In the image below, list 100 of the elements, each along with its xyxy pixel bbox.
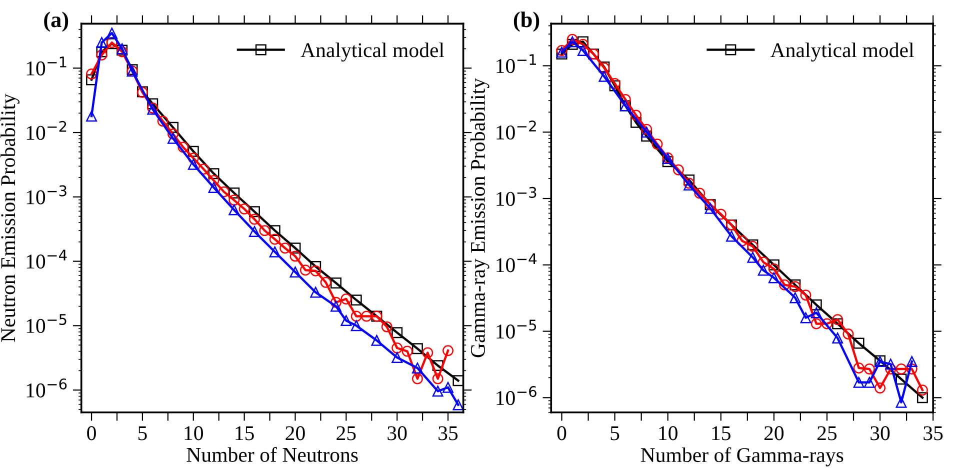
x-tick-label: 15: [236, 426, 254, 440]
y-tick-label: 10$^{−2}$: [26, 120, 66, 140]
point: [864, 364, 875, 375]
point: [916, 392, 928, 404]
point: [779, 279, 790, 290]
point: [218, 186, 230, 198]
x-tick-label: 5: [138, 426, 147, 440]
point: [157, 116, 168, 127]
point: [269, 225, 280, 236]
y-tick-label: 10$^{−6}$: [496, 386, 536, 406]
point: [747, 252, 758, 263]
point: [228, 194, 240, 206]
point: [330, 300, 342, 312]
point: [340, 315, 352, 326]
point: [630, 110, 642, 121]
x-tick-label: 25: [336, 426, 356, 440]
point: [566, 34, 578, 45]
point: [758, 256, 769, 268]
point: [422, 347, 434, 358]
point: [168, 122, 178, 133]
point: [330, 296, 342, 308]
point: [381, 321, 392, 332]
point: [758, 264, 769, 276]
point: [684, 174, 695, 186]
point: [106, 28, 118, 39]
point: [330, 278, 342, 288]
point: [188, 158, 199, 170]
point: [350, 310, 362, 322]
point: [906, 364, 918, 375]
point: [392, 327, 403, 338]
x-tick-label: 0: [87, 426, 96, 440]
point: [361, 310, 372, 322]
point: [310, 265, 322, 276]
point: [198, 164, 210, 175]
point: [371, 334, 382, 346]
x-axis-title: Number of Gamma-rays: [640, 447, 844, 466]
y-tick-label: 10$^{−3}$: [26, 185, 66, 204]
point: [412, 362, 423, 374]
point: [832, 314, 844, 326]
point: [300, 264, 311, 276]
point: [147, 98, 158, 110]
chart-title: (b): [514, 12, 540, 32]
point: [228, 188, 240, 198]
x-tick-label: 0: [557, 426, 566, 440]
point: [269, 234, 280, 245]
point: [577, 38, 588, 50]
point: [885, 358, 896, 370]
point: [842, 328, 854, 340]
point: [340, 293, 352, 304]
x-tick-label: 20: [286, 426, 305, 440]
x-tick-label: 35: [438, 426, 458, 440]
point: [452, 399, 464, 410]
point: [790, 292, 801, 304]
point: [350, 294, 362, 306]
point: [641, 124, 652, 135]
point: [810, 299, 822, 310]
point: [168, 128, 178, 140]
point: [566, 36, 578, 48]
point: [178, 142, 189, 153]
point: [86, 68, 98, 80]
y-axis-title: Neutron Emission Probability: [0, 94, 20, 342]
point: [86, 110, 98, 122]
point: [577, 44, 588, 56]
point: [821, 318, 832, 330]
point: [768, 272, 780, 284]
point: [853, 362, 864, 374]
y-tick-label: 10$^{−4}$: [496, 253, 537, 272]
point: [864, 376, 875, 388]
y-axis-title: Gamma-ray Emission Probability: [470, 78, 490, 358]
point: [832, 318, 844, 330]
x-tick-label: 5: [610, 426, 620, 440]
point: [896, 364, 907, 375]
point: [800, 312, 812, 324]
point: [694, 188, 706, 199]
point: [168, 132, 178, 144]
y-tick-label: 10$^{−4}$: [26, 250, 67, 269]
point: [432, 386, 444, 397]
y-tick-label: 10$^{−1}$: [496, 54, 536, 74]
x-tick-label: 10: [184, 426, 204, 440]
legend-label: Analytical model: [770, 42, 914, 62]
point: [249, 206, 260, 218]
point: [188, 152, 199, 164]
point: [768, 259, 780, 270]
x-tick-label: 35: [924, 426, 943, 440]
x-tick-label: 20: [764, 426, 784, 440]
point: [896, 374, 907, 385]
point: [412, 373, 423, 384]
point: [800, 290, 812, 301]
point: [228, 204, 240, 216]
point: [726, 230, 737, 242]
point: [290, 266, 301, 278]
point: [662, 156, 674, 168]
point: [238, 203, 250, 214]
point: [188, 146, 199, 157]
y-tick-label: 10$^{−3}$: [496, 186, 536, 206]
point: [402, 346, 413, 357]
point: [350, 320, 362, 332]
point: [320, 276, 332, 288]
point: [259, 225, 270, 236]
y-tick-label: 10$^{−6}$: [26, 378, 67, 398]
